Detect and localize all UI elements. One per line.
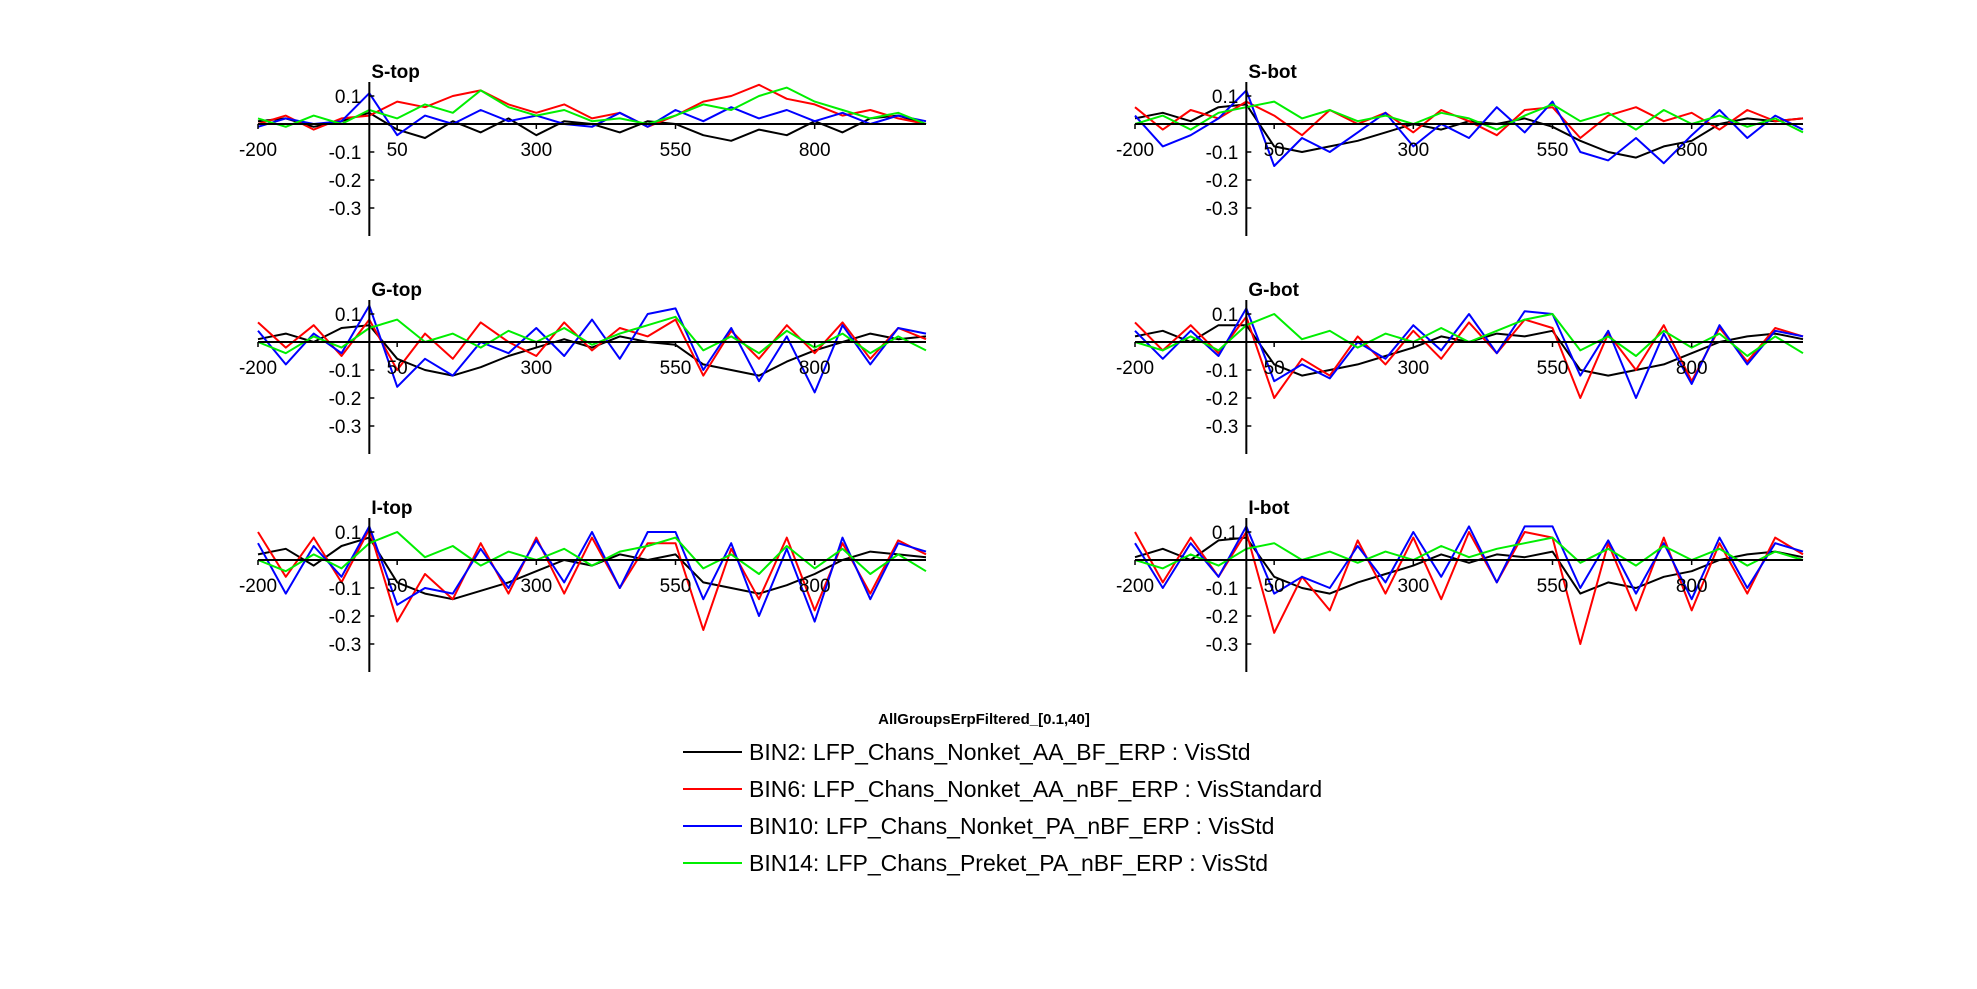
y-tick-label: 0.1 [1212, 523, 1238, 544]
x-tick-label: 800 [799, 140, 831, 161]
y-tick-label: -0.3 [329, 635, 362, 656]
x-tick-label: -200 [1116, 140, 1154, 161]
y-tick-label: 0.1 [335, 523, 361, 544]
y-tick-label: -0.2 [329, 607, 362, 628]
x-tick-label: 550 [1537, 576, 1569, 597]
legend-label: BIN2: LFP_Chans_Nonket_AA_BF_ERP : VisSt… [749, 739, 1251, 765]
legend: BIN2: LFP_Chans_Nonket_AA_BF_ERP : VisSt… [683, 739, 1322, 876]
y-tick-label: -0.1 [329, 143, 362, 164]
legend-label: BIN14: LFP_Chans_Preket_PA_nBF_ERP : Vis… [749, 850, 1268, 876]
x-tick-label: -200 [1116, 358, 1154, 379]
y-tick-label: -0.2 [1206, 607, 1239, 628]
x-tick-label: 800 [1676, 358, 1708, 379]
panel-title: S-bot [1248, 62, 1297, 83]
x-tick-label: 550 [660, 576, 692, 597]
legend-item: BIN14: LFP_Chans_Preket_PA_nBF_ERP : Vis… [683, 850, 1268, 876]
panel-s-top: -200 50 300 550 800 0.1 -0.1 -0.2 -0.3 S-top [239, 62, 927, 236]
y-tick-label: -0.2 [1206, 389, 1239, 410]
y-tick-label: -0.2 [1206, 171, 1239, 192]
x-tick-label: 550 [1537, 140, 1569, 161]
y-tick-label: -0.1 [329, 361, 362, 382]
y-tick-label: -0.3 [1206, 199, 1239, 220]
x-tick-label: 550 [1537, 358, 1569, 379]
x-tick-label: 50 [387, 358, 408, 379]
legend-item: BIN2: LFP_Chans_Nonket_AA_BF_ERP : VisSt… [683, 739, 1251, 765]
y-tick-label: -0.2 [329, 171, 362, 192]
y-tick-label: -0.3 [329, 417, 362, 438]
panel-i-bot: -200 50 300 550 800 0.1 -0.1 -0.2 -0.3 I-bot [1116, 498, 1804, 672]
x-tick-label: -200 [1116, 576, 1154, 597]
x-tick-label: 50 [1264, 576, 1285, 597]
figure-title: AllGroupsErpFiltered_[0.1,40] [878, 711, 1090, 728]
x-tick-label: 800 [799, 576, 831, 597]
y-tick-label: 0.1 [1212, 87, 1238, 108]
x-tick-label: -200 [239, 358, 277, 379]
panel-title: S-top [371, 62, 420, 83]
panel-g-top: -200 50 300 550 800 0.1 -0.1 -0.2 -0.3 G-top [239, 280, 927, 454]
x-tick-label: 300 [1397, 576, 1429, 597]
panel-s-bot: -200 50 300 550 800 0.1 -0.1 -0.2 -0.3 S-bot [1116, 62, 1804, 236]
subplot-grid: -200 50 300 550 800 0.1 -0.1 -0.2 -0.3 S-top -200 5… [239, 62, 1804, 672]
y-tick-label: -0.3 [329, 199, 362, 220]
x-tick-label: 300 [520, 358, 552, 379]
y-tick-label: 0.1 [335, 305, 361, 326]
x-tick-label: 800 [1676, 576, 1708, 597]
y-tick-label: -0.3 [1206, 417, 1239, 438]
x-tick-label: 800 [1676, 140, 1708, 161]
x-tick-label: 50 [387, 140, 408, 161]
panel-title: G-top [371, 280, 422, 301]
panel-i-top: -200 50 300 550 800 0.1 -0.1 -0.2 -0.3 I-top [239, 498, 927, 672]
y-tick-label: 0.1 [335, 87, 361, 108]
x-tick-label: 300 [520, 576, 552, 597]
x-tick-label: 300 [1397, 358, 1429, 379]
panel-title: G-bot [1248, 280, 1299, 301]
y-tick-label: -0.1 [1206, 143, 1239, 164]
legend-label: BIN10: LFP_Chans_Nonket_PA_nBF_ERP : Vis… [749, 813, 1274, 839]
x-tick-label: 300 [1397, 140, 1429, 161]
x-tick-label: 300 [520, 140, 552, 161]
y-tick-label: -0.1 [329, 579, 362, 600]
x-tick-label: 550 [660, 140, 692, 161]
y-tick-label: -0.1 [1206, 579, 1239, 600]
x-tick-label: 800 [799, 358, 831, 379]
panel-g-bot: -200 50 300 550 800 0.1 -0.1 -0.2 -0.3 G-bot [1116, 280, 1804, 454]
legend-item: BIN10: LFP_Chans_Nonket_PA_nBF_ERP : Vis… [683, 813, 1274, 839]
x-tick-label: 50 [1264, 358, 1285, 379]
y-tick-label: 0.1 [1212, 305, 1238, 326]
panel-title: I-top [371, 498, 412, 519]
x-tick-label: 50 [1264, 140, 1285, 161]
y-tick-label: -0.2 [329, 389, 362, 410]
legend-item: BIN6: LFP_Chans_Nonket_AA_nBF_ERP : VisS… [683, 776, 1322, 802]
x-tick-label: -200 [239, 140, 277, 161]
panel-title: I-bot [1248, 498, 1290, 519]
legend-label: BIN6: LFP_Chans_Nonket_AA_nBF_ERP : VisS… [749, 776, 1322, 802]
x-tick-label: -200 [239, 576, 277, 597]
y-tick-label: -0.1 [1206, 361, 1239, 382]
x-tick-label: 50 [387, 576, 408, 597]
x-tick-label: 550 [660, 358, 692, 379]
y-tick-label: -0.3 [1206, 635, 1239, 656]
